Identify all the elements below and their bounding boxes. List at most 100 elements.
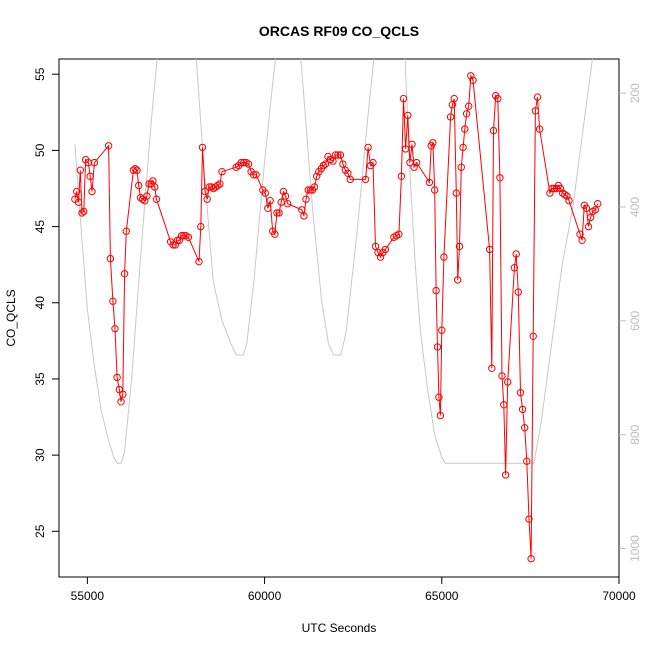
data-point bbox=[438, 326, 446, 334]
data-point bbox=[514, 288, 522, 296]
y-tick-label: 45 bbox=[33, 220, 47, 234]
data-series bbox=[71, 72, 602, 563]
data-point bbox=[88, 187, 96, 196]
data-point bbox=[302, 195, 310, 203]
data-point bbox=[261, 189, 269, 197]
data-point bbox=[533, 93, 542, 101]
data-point bbox=[556, 184, 565, 193]
y-tick-label: 40 bbox=[33, 296, 47, 310]
data-point bbox=[578, 236, 586, 245]
data-point bbox=[266, 197, 274, 205]
data-point bbox=[369, 158, 377, 167]
y-tick-label: 30 bbox=[33, 448, 47, 462]
data-point bbox=[76, 166, 85, 174]
data-point bbox=[467, 72, 475, 80]
data-point bbox=[446, 113, 455, 121]
data-point bbox=[86, 172, 94, 181]
data-point bbox=[171, 241, 180, 249]
data-point bbox=[143, 192, 151, 200]
data-point bbox=[313, 172, 321, 181]
y-tick-label: 35 bbox=[33, 372, 47, 386]
data-point bbox=[198, 143, 207, 152]
data-point bbox=[271, 230, 279, 238]
data-point bbox=[122, 227, 131, 235]
data-point bbox=[455, 242, 464, 251]
data-point bbox=[535, 125, 544, 133]
data-point bbox=[336, 151, 345, 159]
data-point bbox=[459, 143, 467, 152]
data-point bbox=[331, 151, 340, 159]
data-point bbox=[500, 401, 508, 409]
data-point bbox=[462, 110, 471, 118]
right-axis: 200 400 600 800 1000 bbox=[619, 83, 642, 562]
x-tick-label: 70000 bbox=[602, 589, 636, 603]
data-point bbox=[561, 190, 569, 199]
data-point bbox=[408, 140, 416, 149]
data-point bbox=[133, 166, 141, 174]
data-point bbox=[310, 183, 319, 191]
data-point bbox=[531, 107, 540, 115]
data-point bbox=[300, 212, 308, 220]
data-point bbox=[129, 166, 138, 174]
data-point bbox=[339, 160, 347, 168]
data-point bbox=[565, 197, 573, 205]
data-point bbox=[180, 232, 188, 240]
data-point bbox=[485, 245, 494, 254]
data-point bbox=[548, 184, 556, 193]
data-point bbox=[279, 187, 288, 196]
data-point bbox=[184, 233, 193, 242]
data-point bbox=[237, 158, 245, 167]
right-tick-label: 800 bbox=[628, 424, 642, 444]
data-point bbox=[173, 236, 182, 245]
data-point bbox=[275, 209, 283, 217]
data-point bbox=[488, 364, 496, 372]
data-point bbox=[433, 343, 442, 351]
data-point bbox=[195, 257, 203, 266]
x-tick-label: 55000 bbox=[71, 589, 105, 603]
data-point bbox=[346, 175, 354, 184]
data-point bbox=[304, 186, 312, 194]
data-point bbox=[113, 373, 121, 382]
data-point bbox=[364, 143, 372, 152]
data-point bbox=[131, 165, 139, 173]
data-point bbox=[563, 192, 571, 200]
data-point bbox=[371, 242, 380, 251]
data-point bbox=[201, 187, 209, 196]
data-point bbox=[504, 378, 512, 386]
x-axis-label: UTC Seconds bbox=[302, 621, 377, 635]
data-point bbox=[489, 126, 498, 135]
data-point bbox=[516, 389, 525, 397]
data-point bbox=[521, 424, 529, 432]
data-point bbox=[111, 325, 119, 333]
data-point bbox=[452, 189, 460, 197]
right-tick-label: 200 bbox=[628, 83, 642, 103]
data-point bbox=[401, 145, 410, 153]
data-point bbox=[525, 515, 533, 523]
data-point bbox=[404, 111, 412, 120]
data-point bbox=[546, 189, 554, 197]
data-point bbox=[361, 175, 370, 184]
data-point bbox=[527, 555, 535, 563]
data-point bbox=[494, 94, 502, 103]
data-point bbox=[80, 207, 88, 216]
data-point bbox=[334, 151, 342, 159]
data-point bbox=[440, 253, 448, 261]
data-point bbox=[450, 94, 458, 103]
right-tick-label: 600 bbox=[628, 311, 642, 331]
data-point bbox=[523, 457, 531, 465]
data-point bbox=[216, 180, 224, 188]
data-point bbox=[177, 232, 186, 240]
reference-line bbox=[74, 59, 593, 464]
data-point bbox=[469, 76, 477, 85]
data-point bbox=[344, 169, 352, 178]
data-point bbox=[117, 398, 125, 406]
data-point bbox=[376, 253, 385, 261]
x-tick-label: 65000 bbox=[425, 589, 459, 603]
data-point bbox=[425, 178, 434, 187]
data-point bbox=[135, 181, 143, 190]
data-point bbox=[518, 405, 527, 414]
data-point bbox=[119, 390, 127, 398]
data-point bbox=[319, 161, 328, 170]
series-line bbox=[74, 73, 599, 559]
data-point bbox=[584, 222, 593, 231]
